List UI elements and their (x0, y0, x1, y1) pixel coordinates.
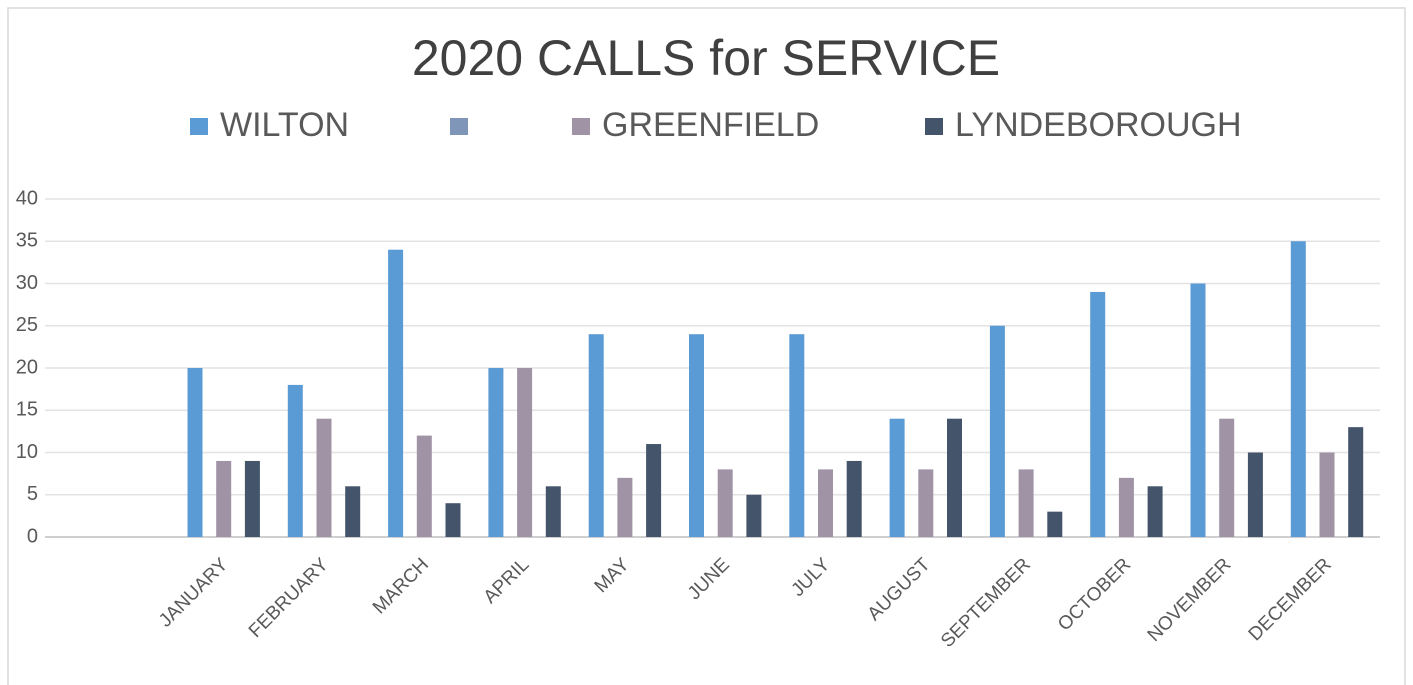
legend-swatch (450, 118, 468, 135)
bar (1290, 241, 1306, 537)
legend-label: GREENFIELD (602, 106, 819, 144)
bar (287, 384, 303, 537)
bar (1090, 291, 1106, 537)
chart-title: 2020 CALLS for SERVICE (412, 30, 1000, 86)
bar (1319, 452, 1335, 537)
y-tick-label: 5 (27, 483, 38, 505)
bar (789, 334, 805, 537)
bar (517, 368, 533, 537)
bar (746, 494, 762, 537)
bar (1348, 427, 1364, 537)
bar (216, 460, 232, 537)
bar (1190, 283, 1206, 537)
bar (989, 325, 1005, 537)
legend-label: LYNDEBOROUGH (955, 106, 1242, 144)
bar (1047, 511, 1063, 537)
bar (416, 435, 432, 537)
bar (187, 368, 203, 537)
y-tick-label: 20 (16, 356, 38, 378)
legend-swatch (925, 118, 943, 135)
chart-border (7, 7, 1406, 685)
bar (646, 444, 662, 537)
bar (1018, 469, 1034, 537)
y-tick-label: 30 (16, 272, 38, 294)
legend-label: WILTON (220, 106, 349, 144)
bar (345, 486, 361, 537)
bar (818, 469, 833, 537)
bar (1147, 486, 1163, 537)
bar (488, 368, 504, 537)
y-tick-label: 10 (16, 441, 38, 463)
y-tick-label: 25 (16, 314, 38, 336)
y-tick-label: 35 (16, 230, 38, 252)
bar (947, 418, 962, 537)
bar (445, 503, 461, 537)
bar (1118, 477, 1134, 537)
bar (717, 469, 733, 537)
legend-swatch (572, 118, 590, 135)
y-tick-label: 40 (16, 187, 38, 209)
bar (617, 477, 633, 537)
bar (388, 249, 404, 537)
bar (689, 334, 704, 537)
bar (889, 418, 905, 537)
bar (244, 460, 260, 537)
bar (1247, 452, 1263, 537)
y-tick-label: 0 (27, 525, 38, 547)
legend-swatch (190, 118, 208, 135)
bar (1219, 418, 1235, 537)
bar (918, 469, 934, 537)
bar (316, 418, 332, 537)
bar (588, 334, 604, 537)
bar (846, 460, 862, 537)
bar (545, 486, 561, 537)
y-tick-label: 15 (16, 399, 38, 421)
